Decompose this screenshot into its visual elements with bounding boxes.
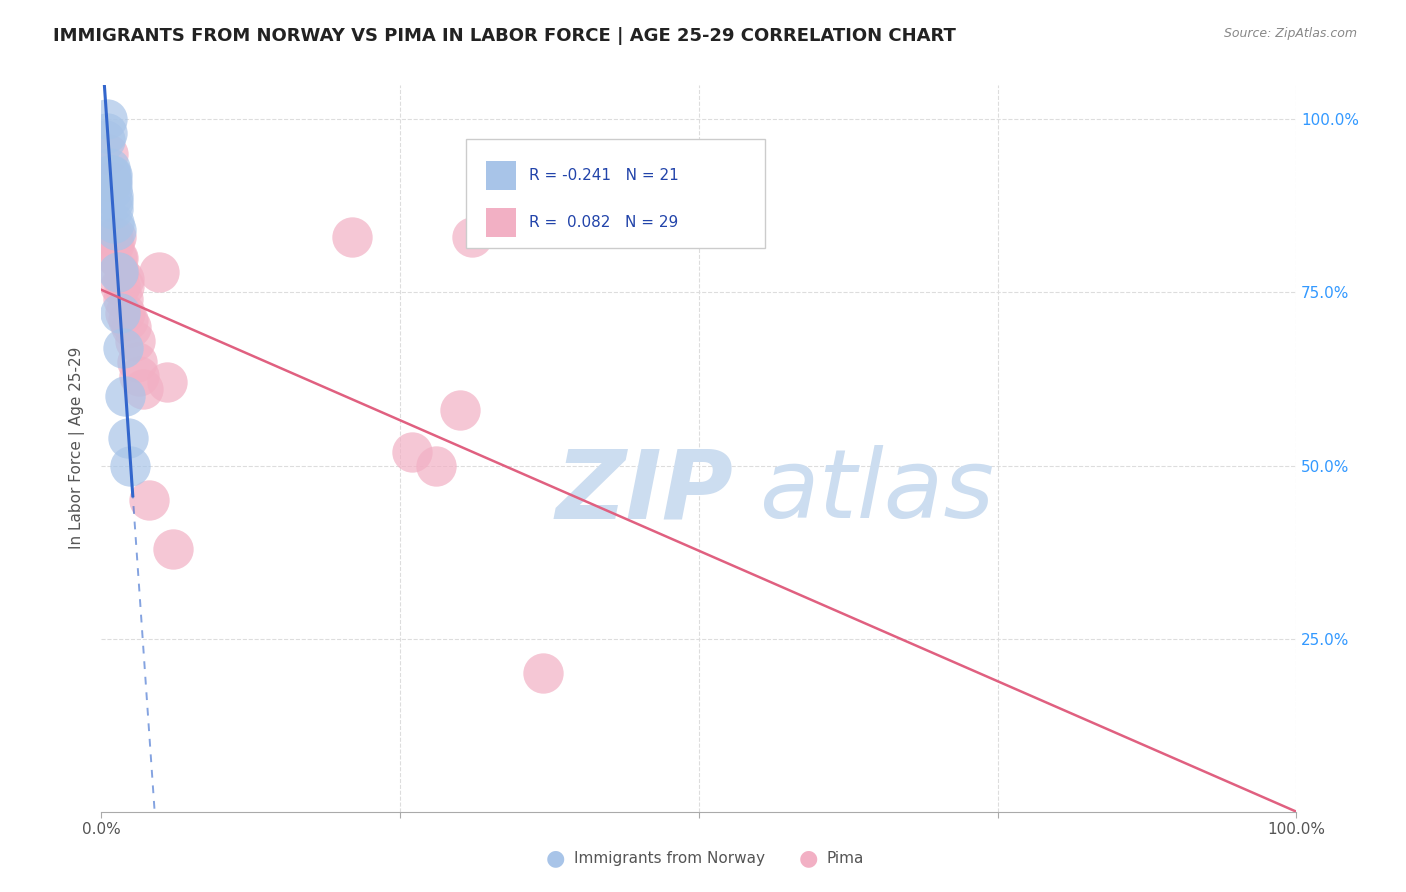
Point [100, 168, 122, 182]
Point [104, 223, 127, 237]
Point [156, 376, 179, 390]
Point [111, 341, 134, 355]
Point [425, 458, 447, 473]
Point [100, 175, 122, 189]
Point [111, 293, 134, 307]
Point [103, 188, 124, 202]
Point [107, 265, 129, 279]
Text: Source: ZipAtlas.com: Source: ZipAtlas.com [1223, 27, 1357, 40]
Point [148, 265, 170, 279]
Point [101, 181, 124, 195]
Text: ZIP: ZIP [555, 445, 734, 539]
Point [112, 278, 135, 293]
Point [401, 444, 423, 458]
Point [103, 195, 124, 210]
Point [103, 202, 124, 217]
Point [342, 230, 364, 244]
Point [132, 383, 155, 397]
Point [100, 175, 122, 189]
Point [101, 175, 124, 189]
Point [98, 168, 121, 182]
Point [138, 493, 160, 508]
Point [94, 133, 117, 147]
Point [114, 306, 136, 320]
Point [449, 403, 471, 417]
Point [97, 147, 120, 161]
Point [110, 278, 132, 293]
Point [108, 265, 131, 279]
Point [114, 389, 136, 403]
Text: R = -0.241   N = 21: R = -0.241 N = 21 [529, 168, 679, 183]
Point [117, 313, 139, 327]
Point [101, 168, 124, 182]
Point [117, 431, 139, 445]
Point [110, 306, 132, 320]
Text: ●: ● [546, 848, 565, 868]
Point [112, 271, 135, 285]
Text: R =  0.082   N = 29: R = 0.082 N = 29 [529, 215, 678, 230]
Point [103, 230, 124, 244]
Text: IMMIGRANTS FROM NORWAY VS PIMA IN LABOR FORCE | AGE 25-29 CORRELATION CHART: IMMIGRANTS FROM NORWAY VS PIMA IN LABOR … [53, 27, 956, 45]
Text: atlas: atlas [759, 445, 994, 539]
Y-axis label: In Labor Force | Age 25-29: In Labor Force | Age 25-29 [69, 347, 86, 549]
Point [107, 251, 129, 265]
Text: Immigrants from Norway: Immigrants from Norway [574, 851, 765, 865]
FancyBboxPatch shape [486, 161, 516, 190]
Point [103, 237, 125, 252]
Text: ●: ● [799, 848, 818, 868]
Point [461, 230, 484, 244]
Point [105, 251, 128, 265]
Point [118, 458, 141, 473]
Point [96, 112, 118, 127]
Point [103, 216, 125, 230]
Point [98, 161, 121, 175]
Point [128, 368, 150, 383]
Point [104, 230, 127, 244]
FancyBboxPatch shape [465, 139, 765, 248]
Text: Pima: Pima [827, 851, 865, 865]
Point [96, 126, 118, 140]
Point [533, 666, 555, 681]
Point [124, 334, 146, 348]
Point [162, 541, 184, 556]
Point [127, 354, 149, 368]
FancyBboxPatch shape [486, 208, 516, 236]
Point [120, 320, 142, 334]
